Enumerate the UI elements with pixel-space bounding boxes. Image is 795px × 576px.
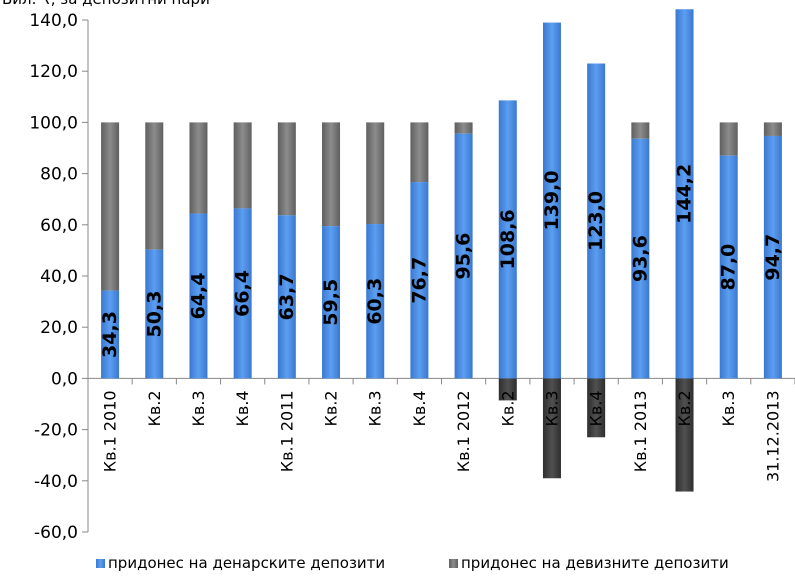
- y-tick-label: 140,0: [29, 11, 78, 31]
- data-label: 139,0: [541, 170, 563, 230]
- bar-foreign-deposits: [763, 122, 782, 136]
- bar-foreign-deposits: [277, 122, 296, 216]
- bar-denar-deposits: [145, 249, 164, 379]
- x-tick-label: Кв.4: [587, 390, 606, 426]
- x-tick-label: Кв.2: [322, 390, 341, 426]
- data-label: 59,5: [320, 279, 342, 326]
- bar-foreign-deposits: [189, 122, 208, 214]
- data-label: 123,0: [585, 191, 607, 251]
- x-tick-label: Кв.3: [366, 390, 385, 426]
- plot-area: -60,0 -40,0 -20,0 0,0 20,0 40,0 60,0 80,0 100,0 1…: [29, 9, 795, 543]
- bar-foreign-deposits: [542, 378, 561, 479]
- bar-denar-deposits: [719, 155, 738, 379]
- data-label: 63,7: [276, 273, 298, 320]
- data-label: 66,4: [232, 270, 254, 317]
- x-tick-label: Кв.4: [233, 390, 252, 426]
- y-tick-label: 80,0: [40, 165, 78, 185]
- x-tick-label: Кв.4: [410, 390, 429, 426]
- bar-denar-deposits: [631, 138, 650, 379]
- y-axis-title: Бил. ₹, за депозитни пари: [2, 0, 210, 8]
- bar-foreign-deposits: [233, 122, 252, 209]
- data-label: 144,2: [674, 164, 696, 224]
- bar-foreign-deposits: [675, 378, 694, 492]
- x-tick-label: Кв.1 2012: [454, 390, 473, 472]
- y-tick-label: 20,0: [40, 318, 78, 338]
- legend-label: придонес на денарските депозити: [108, 554, 385, 572]
- data-label: 60,3: [364, 278, 386, 325]
- bar-foreign-deposits: [366, 122, 385, 225]
- x-tick-label: Кв.2: [498, 390, 517, 426]
- bar-foreign-deposits: [454, 122, 473, 134]
- bar-denar-deposits: [101, 290, 120, 379]
- bar-foreign-deposits: [145, 122, 164, 250]
- bar-foreign-deposits: [719, 122, 738, 156]
- y-tick-label: 100,0: [29, 113, 78, 133]
- y-tick-label: 120,0: [29, 62, 78, 82]
- bar-denar-deposits: [233, 208, 252, 379]
- x-tick-label: Кв.2: [675, 390, 694, 426]
- bar-denar-deposits: [587, 63, 606, 379]
- bar-foreign-deposits: [410, 122, 429, 183]
- bar-foreign-deposits: [498, 378, 517, 401]
- bar-denar-deposits: [366, 224, 385, 379]
- y-tick-label: -40,0: [34, 472, 78, 492]
- data-label: 64,4: [187, 273, 209, 320]
- legend-swatch: [96, 559, 105, 568]
- y-tick-label: 60,0: [40, 216, 78, 236]
- x-tick-label: Кв.1 2013: [631, 390, 650, 472]
- data-label: 50,3: [143, 291, 165, 338]
- y-tick-label: -20,0: [34, 421, 78, 441]
- data-label: 108,6: [497, 209, 519, 269]
- x-tick-label: Кв.1 2011: [277, 390, 296, 472]
- legend-swatch: [449, 559, 458, 568]
- y-tick-label: 0,0: [51, 369, 78, 389]
- legend: придонес на денарските депозити придонес …: [96, 554, 729, 572]
- data-label: 34,3: [99, 311, 121, 358]
- x-tick-label: 31.12.2013: [763, 390, 782, 482]
- data-label: 94,7: [762, 234, 784, 281]
- bar-denar-deposits: [675, 9, 694, 379]
- legend-label: придонес на девизните депозити: [461, 554, 729, 572]
- bar-foreign-deposits: [631, 122, 650, 139]
- x-tick-label: Кв.3: [189, 390, 208, 426]
- bar-denar-deposits: [410, 182, 429, 379]
- data-label: 95,6: [453, 233, 475, 280]
- bar-denar-deposits: [189, 213, 208, 379]
- bar-foreign-deposits: [322, 122, 341, 227]
- bar-denar-deposits: [454, 133, 473, 379]
- data-label: 76,7: [408, 257, 430, 304]
- bar-denar-deposits: [277, 215, 296, 379]
- data-label: 93,6: [629, 235, 651, 282]
- x-tick-label: Кв.2: [145, 390, 164, 426]
- bar-denar-deposits: [763, 135, 782, 379]
- y-tick-label: -60,0: [34, 523, 78, 543]
- x-tick-label: Кв.3: [542, 390, 561, 426]
- x-tick-label: Кв.3: [719, 390, 738, 426]
- bar-denar-deposits: [322, 226, 341, 379]
- bar-denar-deposits: [542, 22, 561, 379]
- y-tick-label: 40,0: [40, 267, 78, 287]
- data-label: 87,0: [718, 244, 740, 291]
- bar-foreign-deposits: [101, 122, 120, 291]
- bar-denar-deposits: [498, 100, 517, 379]
- bar-foreign-deposits: [587, 378, 606, 438]
- x-tick-label: Кв.1 2010: [101, 390, 120, 472]
